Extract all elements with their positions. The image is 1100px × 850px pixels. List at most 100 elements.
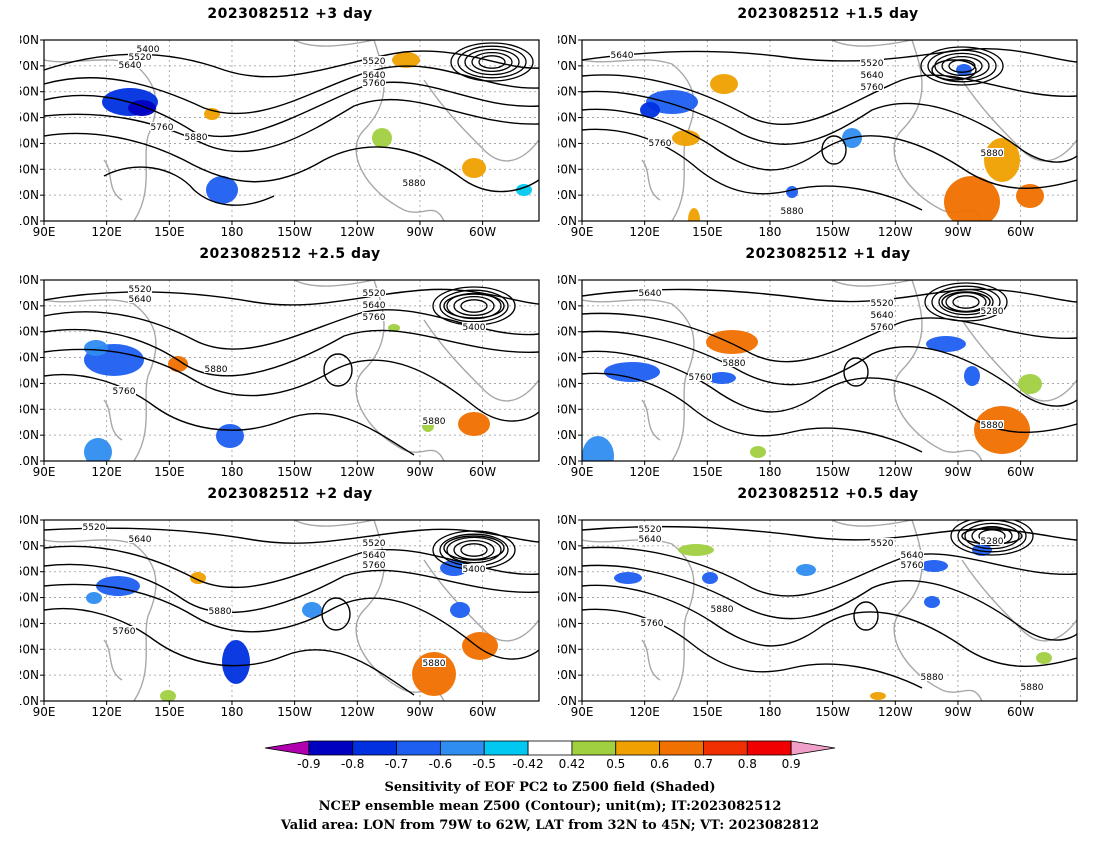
contour-label-bg bbox=[362, 538, 386, 547]
lat-tick-label: 20N bbox=[20, 668, 39, 682]
low-pressure-contour bbox=[952, 295, 980, 309]
colorbar-tick-label: 0.7 bbox=[694, 757, 713, 771]
contour-label-bg bbox=[920, 672, 944, 681]
contour-label: 5880 bbox=[209, 607, 232, 617]
z500-contour bbox=[582, 372, 923, 453]
colorbar-tick-label: 0.5 bbox=[606, 757, 625, 771]
sensitivity-shading bbox=[796, 564, 816, 576]
lon-tick-label: 150W bbox=[815, 465, 850, 476]
plot-frame bbox=[43, 519, 540, 702]
lat-tick-label: 10N bbox=[20, 214, 39, 228]
z500-contour bbox=[961, 527, 1023, 545]
colorbar-tick-label: 0.6 bbox=[650, 757, 669, 771]
low-pressure-contour bbox=[964, 522, 1020, 550]
colorbar-swatch bbox=[527, 740, 573, 756]
coastline bbox=[961, 559, 1077, 642]
contour-label: 5280 bbox=[981, 537, 1004, 547]
sensitivity-shading bbox=[86, 592, 102, 604]
contour-label: 5520 bbox=[83, 523, 106, 533]
colorbar-legend: -0.9 -0.8 -0.7 -0.6 -0.5 -0.42 0.42 0.5 0.6 0.7 0.… bbox=[264, 740, 836, 771]
lon-tick-label: 120W bbox=[340, 465, 375, 476]
lon-tick-label: 90E bbox=[571, 705, 594, 716]
z500-contour bbox=[582, 90, 1077, 163]
sensitivity-shading bbox=[688, 208, 700, 221]
contour-label-bg bbox=[900, 560, 924, 569]
contour-label-bg bbox=[870, 310, 894, 319]
sensitivity-shading bbox=[706, 330, 758, 354]
contour-label: 5880 bbox=[423, 659, 446, 669]
sensitivity-shading bbox=[582, 436, 614, 461]
z500-contour bbox=[44, 373, 415, 456]
low-pressure-contour bbox=[453, 295, 495, 317]
contour-label-bg bbox=[362, 70, 386, 79]
low-pressure-contour bbox=[439, 289, 509, 323]
sensitivity-shading bbox=[216, 424, 244, 448]
coastline bbox=[103, 159, 123, 201]
contour-label: 5760 bbox=[363, 313, 386, 323]
sensitivity-shading bbox=[168, 356, 188, 372]
sensitivity-shading bbox=[944, 176, 1000, 221]
low-pressure-contour bbox=[948, 59, 976, 73]
sensitivity-shading bbox=[672, 130, 700, 146]
sensitivity-shading bbox=[926, 336, 966, 352]
lon-tick-label: 180 bbox=[759, 465, 782, 476]
map-panel: 2023082512 +1 day 5640 5520 5640 5760 5280 57… bbox=[558, 246, 1098, 476]
sensitivity-shading bbox=[84, 340, 108, 356]
z500-contour bbox=[44, 81, 539, 138]
lat-tick-label: 60N bbox=[20, 325, 39, 339]
contour-label: 5520 bbox=[871, 539, 894, 549]
low-pressure-contour bbox=[920, 46, 1004, 86]
lat-tick-label: 80N bbox=[20, 513, 39, 527]
map-panel: 2023082512 +3 day 5400 5520 5640 5520 5640 57… bbox=[20, 6, 560, 236]
contour-label-bg bbox=[722, 358, 746, 367]
z500-contour bbox=[323, 353, 353, 387]
lon-tick-label: 150E bbox=[154, 225, 185, 236]
lat-tick-label: 50N bbox=[558, 591, 577, 605]
contour-label: 5880 bbox=[723, 359, 746, 369]
lat-tick-label: 30N bbox=[558, 402, 577, 416]
sensitivity-shading bbox=[450, 602, 470, 618]
sensitivity-shading bbox=[84, 438, 112, 461]
contour-label: 5880 bbox=[423, 417, 446, 427]
contour-label: 5640 bbox=[611, 51, 634, 61]
contour-label-bg bbox=[980, 420, 1004, 429]
lon-tick-label: 180 bbox=[759, 225, 782, 236]
lat-tick-label: 60N bbox=[558, 565, 577, 579]
contour-label-bg bbox=[82, 522, 106, 531]
lat-tick-label: 50N bbox=[558, 111, 577, 125]
colorbar-tick-label: -0.7 bbox=[385, 757, 408, 771]
contour-label-bg bbox=[980, 148, 1004, 157]
contour-label: 5760 bbox=[363, 79, 386, 89]
colorbar-swatch bbox=[483, 740, 529, 756]
lat-tick-label: 70N bbox=[20, 539, 39, 553]
contour-label-bg bbox=[362, 312, 386, 321]
contour-label: 5280 bbox=[981, 307, 1004, 317]
lon-tick-label: 120W bbox=[340, 705, 375, 716]
contour-label-bg bbox=[422, 416, 446, 425]
map-panel: 2023082512 +2.5 day 5520 5640 5520 5640 5760… bbox=[20, 246, 560, 476]
colorbar-swatch bbox=[396, 740, 441, 756]
lon-tick-label: 90E bbox=[571, 225, 594, 236]
contour-label-bg bbox=[362, 288, 386, 297]
lat-tick-label: 60N bbox=[20, 85, 39, 99]
sensitivity-shading bbox=[920, 560, 948, 572]
colorbar-swatch bbox=[615, 740, 661, 756]
lat-tick-label: 50N bbox=[20, 591, 39, 605]
contour-label-bg bbox=[112, 626, 136, 635]
lon-tick-label: 120E bbox=[91, 225, 122, 236]
contour-label-bg bbox=[710, 604, 734, 613]
lon-tick-label: 90W bbox=[406, 705, 433, 716]
lon-tick-label: 180 bbox=[221, 705, 244, 716]
lat-tick-label: 40N bbox=[558, 616, 577, 630]
lon-tick-label: 60W bbox=[1007, 225, 1034, 236]
colorbar-swatch bbox=[439, 740, 485, 756]
contour-label: 5760 bbox=[113, 387, 136, 397]
contour-label: 5880 bbox=[711, 605, 734, 615]
contour-label-bg bbox=[640, 618, 664, 627]
contour-label-bg bbox=[402, 178, 426, 187]
contour-label-bg bbox=[860, 58, 884, 67]
z500-contour bbox=[582, 584, 1077, 667]
map-plot: 55205640552056405760540057605880588080N7… bbox=[20, 273, 540, 476]
lat-tick-label: 80N bbox=[20, 33, 39, 47]
contour-label-bg bbox=[900, 550, 924, 559]
